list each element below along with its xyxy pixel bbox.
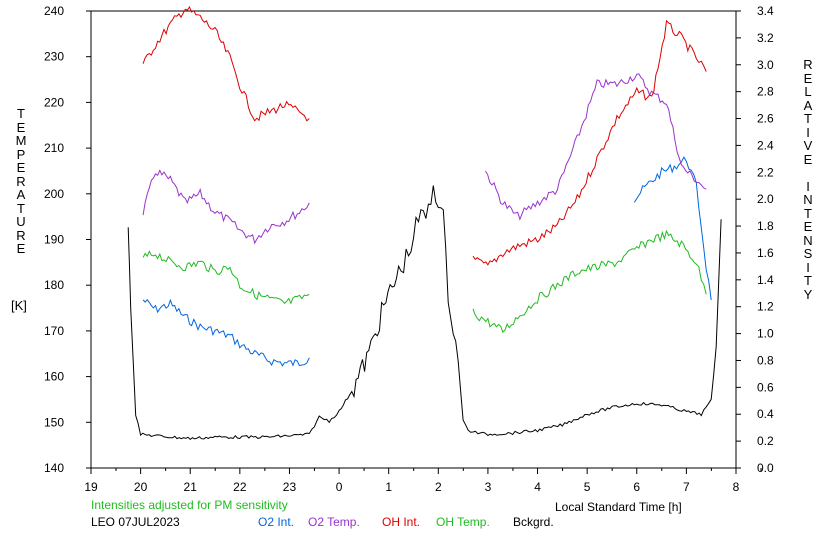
y-left-tick-label: 140 — [44, 461, 64, 475]
y-right-tick-label: 0.6 — [757, 380, 774, 394]
y-right-tick-label: 0.8 — [757, 353, 774, 367]
axis-label-letter: E — [16, 160, 26, 175]
axis-label-letter: P — [16, 146, 26, 162]
station-date: LEO 07JUL2023 — [91, 515, 180, 529]
legend-item-oh-temp: OH Temp. — [436, 515, 490, 529]
x-tick-label: 8 — [733, 480, 740, 494]
axis-label-letter: A — [803, 97, 813, 113]
axis-label-letter: Y — [803, 286, 813, 302]
y-right-tick-label: 1.2 — [757, 300, 774, 314]
left-axis-unit: [K] — [11, 298, 27, 313]
series-line-o2-temp — [484, 73, 707, 221]
x-tick-label: 22 — [233, 480, 247, 494]
axis-label-letter: T — [804, 111, 812, 126]
y-right-tick-label: 1.4 — [757, 273, 774, 287]
axis-label-letter: I — [806, 259, 810, 275]
y-right-tick-label: 0.0 — [757, 461, 774, 475]
axis-label-letter: N — [803, 192, 813, 207]
y-right-tick-label: 2.6 — [757, 112, 774, 126]
x-tick-label: 7 — [683, 480, 690, 494]
y-right-tick-label: 3.2 — [757, 31, 774, 45]
series-line-oh-int — [142, 5, 310, 122]
legend-item-bckgrd: Bckgrd. — [513, 515, 554, 529]
y-right-tick-label: 1.8 — [757, 219, 774, 233]
legend-item-o2-int: O2 Int. — [258, 515, 295, 529]
axis-label-letter: M — [15, 133, 27, 148]
axis-label-letter: T — [804, 273, 812, 288]
legend-item-o2-temp: O2 Temp. — [308, 515, 360, 529]
x-tick-label: 4 — [534, 480, 541, 494]
axis-label-letter: E — [16, 241, 26, 256]
y-left-tick-label: 160 — [44, 370, 64, 384]
series-line-oh-int — [472, 19, 707, 266]
x-tick-label: 5 — [584, 480, 591, 494]
axis-label-letter: E — [803, 151, 813, 167]
axis-label-letter: V — [803, 138, 813, 153]
axis-label-letter: R — [16, 227, 26, 243]
axis-label-letter: R — [803, 57, 813, 72]
axis-label-letter: T — [804, 205, 812, 221]
y-right-tick-label: 1.6 — [757, 246, 774, 260]
x-tick-label: 20 — [134, 480, 148, 494]
axis-label-letter: L — [804, 84, 812, 99]
y-left-tick-label: 170 — [44, 324, 64, 338]
axis-label-letter: T — [17, 200, 25, 216]
x-axis-label: Local Standard Time [h] — [555, 500, 682, 514]
axis-label-letter: N — [803, 232, 813, 248]
y-left-tick-label: 180 — [44, 278, 64, 292]
x-tick-label: 2 — [435, 480, 442, 494]
series-line-o2-temp — [142, 169, 310, 245]
series-line-o2-int — [142, 298, 310, 367]
axis-label-letter: E — [803, 219, 813, 234]
series-layer — [127, 5, 722, 441]
axis-label-letter: I — [806, 178, 810, 194]
x-tick-label: 6 — [633, 480, 640, 494]
x-tick-label: 19 — [84, 480, 98, 494]
x-tick-label: 3 — [485, 480, 492, 494]
sensitivity-note: Intensities adjusted for PM sensitivity — [91, 498, 288, 512]
y-right-tick-label: 3.0 — [757, 58, 774, 72]
y-left-tick-label: 150 — [44, 415, 64, 429]
y-right-tick-label: 0.4 — [757, 407, 774, 421]
series-line-oh-temp — [142, 250, 310, 305]
y-left-tick-label: 240 — [44, 4, 64, 18]
y-right-tick-label: 2.8 — [757, 85, 774, 99]
y-left-tick-label: 200 — [44, 187, 64, 201]
y-left-tick-label: 190 — [44, 233, 64, 247]
axis-label-letter: T — [17, 106, 25, 121]
y-left-tick-label: 210 — [44, 141, 64, 155]
axis-label-letter: S — [803, 246, 813, 261]
axis-label-letter: U — [16, 214, 26, 229]
axes-layer: 19 20 21 22 23 0 1 2 3 4 5 6 7 8140150160170180190200… — [44, 4, 774, 494]
y-right-tick-label: 2.4 — [757, 138, 774, 152]
axis-label-letter: A — [16, 187, 26, 202]
axis-label-letter: E — [803, 70, 813, 86]
y-right-tick-label: 2.0 — [757, 192, 774, 206]
legend-item-oh-int: OH Int. — [382, 515, 421, 529]
axis-label-letter — [800, 166, 816, 180]
x-tick-label: 1 — [385, 480, 392, 494]
series-line-o2-int — [633, 156, 712, 301]
y-right-tick-label: 1.0 — [757, 327, 774, 341]
x-tick-label: 21 — [184, 480, 198, 494]
y-right-tick-label: 2.2 — [757, 165, 774, 179]
y-left-tick-label: 220 — [44, 95, 64, 109]
y-right-tick-label: 0.2 — [757, 434, 774, 448]
series-line-oh-temp — [472, 229, 707, 333]
axis-label-letter: E — [16, 119, 26, 135]
x-tick-label: 23 — [283, 480, 297, 494]
series-line-bckgrd — [127, 185, 722, 441]
y-left-tick-label: 230 — [44, 50, 64, 64]
x-tick-label: 0 — [336, 480, 343, 494]
y-right-tick-label: 3.4 — [757, 4, 774, 18]
axis-label-letter: I — [806, 124, 810, 140]
axis-label-letter: R — [16, 173, 26, 189]
